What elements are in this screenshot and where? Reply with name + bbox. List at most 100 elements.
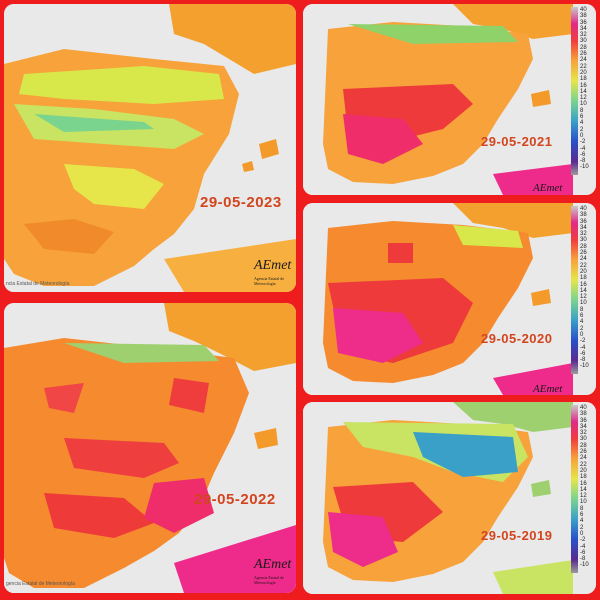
scale-tick-label: 40 — [580, 206, 587, 212]
scale-tick-label: 32 — [580, 32, 587, 39]
temperature-colorbar — [571, 7, 578, 175]
temperature-scale-2020: 40 38 36 34 32 30 28 26 24 22 20 18 16 14 12 10 8 6 4 2 0 -2-… — [571, 206, 593, 391]
temperature-map-2022 — [4, 303, 296, 593]
scale-tick-label: 26 — [580, 51, 587, 58]
scale-tick-label: -10 — [580, 562, 589, 569]
scale-tick-label: 38 — [580, 212, 587, 219]
scale-tick-label: 30 — [580, 237, 587, 244]
scale-tick-label: 8 — [580, 306, 584, 313]
scale-tick-label: 40 — [580, 7, 587, 13]
scale-tick-label: 14 — [580, 287, 587, 294]
map-date-2022: 29-05-2022 — [194, 491, 276, 508]
scale-tick-label: 30 — [580, 38, 587, 45]
scale-tick-label: 14 — [580, 486, 587, 493]
scale-tick-label: 2 — [580, 126, 584, 133]
scale-tick-label: 22 — [580, 262, 587, 269]
scale-tick-label: 28 — [580, 44, 587, 51]
scale-tick-label: 10 — [580, 300, 587, 307]
scale-tick-label: 28 — [580, 442, 587, 449]
temperature-scale-ticks: 40 38 36 34 32 30 28 26 24 22 20 18 16 14 12 10 8 6 4 2 0 -2-… — [580, 7, 589, 171]
aemet-logo: AEmet — [533, 383, 563, 395]
map-panel-2020: 29-05-2020 AEmet 40 38 36 34 32 30 28 26 24 22 20 1… — [303, 203, 596, 395]
temperature-colorbar — [571, 405, 578, 573]
temperature-scale-ticks: 40 38 36 34 32 30 28 26 24 22 20 18 16 14 12 10 8 6 4 2 0 -2-… — [580, 405, 589, 569]
scale-tick-label: 10 — [580, 101, 587, 108]
scale-tick-label: -6 — [580, 350, 586, 357]
temperature-map-2023 — [4, 4, 296, 292]
scale-tick-label: -4 — [580, 145, 586, 152]
scale-tick-label: 24 — [580, 256, 587, 263]
aemet-logo: AEmet — [533, 182, 563, 194]
scale-tick-label: 6 — [580, 512, 584, 519]
scale-tick-label: 32 — [580, 430, 587, 437]
scale-tick-label: 4 — [580, 518, 584, 525]
scale-tick-label: 16 — [580, 82, 587, 89]
map-panel-2022: 29-05-2022 AEmet Agencia Estatal de Mete… — [4, 303, 296, 593]
scale-tick-label: 8 — [580, 505, 584, 512]
scale-tick-label: 0 — [580, 132, 584, 139]
scale-tick-label: 22 — [580, 461, 587, 468]
scale-tick-label: 20 — [580, 69, 587, 76]
scale-tick-label: -2 — [580, 338, 586, 345]
aemet-logo-subtitle: Agencia Estatal de Meteorología — [254, 276, 284, 286]
map-panel-2023: 29-05-2023 AEmet Agencia Estatal de Mete… — [4, 4, 296, 292]
scale-tick-label: 32 — [580, 231, 587, 238]
map-date-2023: 29-05-2023 — [200, 194, 282, 211]
scale-tick-label: 4 — [580, 120, 584, 127]
aemet-logo-subtitle: Agencia Estatal de Meteorología — [254, 575, 284, 585]
map-credit-2023: ncia Estatal de Meteorología — [6, 281, 70, 287]
scale-tick-label: 38 — [580, 411, 587, 418]
temperature-map-2020 — [303, 203, 596, 395]
temperature-map-2019 — [303, 402, 596, 594]
scale-tick-label: 12 — [580, 294, 587, 301]
scale-tick-label: 30 — [580, 436, 587, 443]
scale-tick-label: 12 — [580, 493, 587, 500]
scale-tick-label: 8 — [580, 107, 584, 114]
scale-tick-label: 36 — [580, 218, 587, 225]
temperature-scale-2019: 40 38 36 34 32 30 28 26 24 22 20 18 16 14 12 10 8 6 4 2 0 -2-… — [571, 405, 593, 590]
scale-tick-label: 18 — [580, 275, 587, 282]
scale-tick-label: 28 — [580, 243, 587, 250]
scale-tick-label: -8 — [580, 357, 586, 364]
scale-tick-label: -6 — [580, 549, 586, 556]
scale-tick-label: -2 — [580, 537, 586, 544]
scale-tick-label: -8 — [580, 556, 586, 563]
scale-tick-label: 26 — [580, 250, 587, 257]
map-panel-2021: 29-05-2021 AEmet 40 38 36 34 32 30 28 26 24 22 20 1… — [303, 4, 596, 195]
scale-tick-label: 26 — [580, 449, 587, 456]
scale-tick-label: 34 — [580, 423, 587, 430]
scale-tick-label: 22 — [580, 63, 587, 70]
map-panel-2019: 29-05-2019 40 38 36 34 32 30 28 26 24 22 20 18 16 14 1… — [303, 402, 596, 594]
scale-tick-label: 4 — [580, 319, 584, 326]
scale-tick-label: 18 — [580, 474, 587, 481]
scale-tick-label: 6 — [580, 114, 584, 121]
scale-tick-label: 12 — [580, 95, 587, 102]
scale-tick-label: 16 — [580, 480, 587, 487]
scale-tick-label: 34 — [580, 224, 587, 231]
scale-tick-label: 40 — [580, 405, 587, 411]
temperature-colorbar — [571, 206, 578, 374]
aemet-logo: AEmet — [254, 557, 292, 572]
scale-tick-label: -10 — [580, 363, 589, 370]
scale-tick-label: 6 — [580, 313, 584, 320]
scale-tick-label: 38 — [580, 13, 587, 20]
map-credit-2022: gencia Estatal de Meteorología — [6, 581, 75, 587]
scale-tick-label: 34 — [580, 25, 587, 32]
scale-tick-label: 2 — [580, 325, 584, 332]
scale-tick-label: 0 — [580, 530, 584, 537]
scale-tick-label: -4 — [580, 344, 586, 351]
map-date-2019: 29-05-2019 — [481, 528, 553, 543]
map-date-2021: 29-05-2021 — [481, 134, 553, 149]
scale-tick-label: 16 — [580, 281, 587, 288]
scale-tick-label: 18 — [580, 76, 587, 83]
temperature-scale-2021: 40 38 36 34 32 30 28 26 24 22 20 18 16 14 12 10 8 6 4 2 0 -2-… — [571, 7, 593, 192]
scale-tick-label: -8 — [580, 158, 586, 165]
scale-tick-label: -4 — [580, 543, 586, 550]
scale-tick-label: 0 — [580, 331, 584, 338]
temperature-scale-ticks: 40 38 36 34 32 30 28 26 24 22 20 18 16 14 12 10 8 6 4 2 0 -2-… — [580, 206, 589, 370]
scale-tick-label: 36 — [580, 417, 587, 424]
scale-tick-label: -6 — [580, 151, 586, 158]
scale-tick-label: 20 — [580, 467, 587, 474]
scale-tick-label: -2 — [580, 139, 586, 146]
scale-tick-label: 36 — [580, 19, 587, 26]
